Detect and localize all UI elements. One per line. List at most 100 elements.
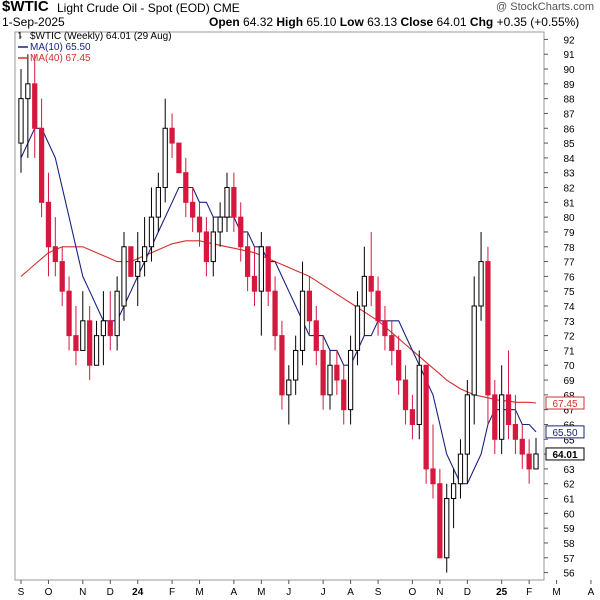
candle-body bbox=[368, 275, 374, 292]
y-tick-label: 61 bbox=[563, 495, 575, 506]
low-value: 63.13 bbox=[367, 15, 398, 29]
candle-body bbox=[59, 261, 65, 292]
y-tick-label: 74 bbox=[563, 302, 575, 313]
candle-body bbox=[423, 364, 429, 470]
y-tick-label: 72 bbox=[563, 332, 575, 343]
candle-body bbox=[402, 379, 409, 411]
ma10-line bbox=[20, 127, 537, 485]
candle-body bbox=[450, 483, 457, 500]
close-value: 64.01 bbox=[436, 15, 467, 29]
watermark: @ StockCharts.com bbox=[496, 1, 594, 13]
y-tick-label: 60 bbox=[563, 509, 575, 520]
candle-body bbox=[52, 246, 58, 263]
ohlc-readout: Open 64.32 High 65.10 Low 63.13 Close 64… bbox=[209, 15, 579, 29]
price-tag-box bbox=[545, 425, 585, 439]
x-tick-label: A bbox=[231, 587, 238, 598]
plot-frame bbox=[14, 31, 545, 581]
candle-body bbox=[272, 290, 278, 337]
candle-body bbox=[375, 290, 381, 322]
y-tick-label: 69 bbox=[563, 376, 575, 387]
x-tick-label: 25 bbox=[496, 587, 508, 598]
chg-value: +0.35 (+0.55%) bbox=[496, 15, 580, 29]
candle-body bbox=[38, 127, 45, 203]
y-tick-label: 85 bbox=[563, 139, 575, 150]
candle-body bbox=[457, 453, 464, 485]
price-tag-label: 65.50 bbox=[552, 428, 577, 439]
y-tick-label: 77 bbox=[563, 258, 575, 269]
x-tick-label: D bbox=[464, 587, 471, 598]
candle-body bbox=[293, 349, 299, 381]
y-tick-label: 79 bbox=[563, 228, 575, 239]
candle-body bbox=[121, 246, 127, 307]
candle-body bbox=[203, 231, 210, 263]
x-tick-label: J bbox=[286, 587, 291, 598]
high-label: High bbox=[276, 15, 304, 29]
y-tick-label: 84 bbox=[563, 154, 575, 165]
legend-label: MA(40) 67.45 bbox=[30, 53, 91, 64]
x-tick-label: N bbox=[79, 587, 86, 598]
low-label: Low bbox=[339, 15, 364, 29]
candle-body bbox=[471, 305, 477, 396]
open-value: 64.32 bbox=[243, 15, 274, 29]
candle-body bbox=[279, 335, 285, 396]
x-tick-label: F bbox=[526, 587, 532, 598]
y-tick-label: 57 bbox=[563, 554, 575, 565]
x-tick-label: O bbox=[45, 587, 53, 598]
x-tick-label: M bbox=[552, 587, 560, 598]
candle-body bbox=[210, 231, 216, 263]
y-tick-label: 82 bbox=[563, 184, 575, 195]
y-tick-label: 89 bbox=[563, 80, 575, 91]
x-tick-label: A bbox=[588, 587, 595, 598]
x-tick-label: M bbox=[257, 587, 265, 598]
candle-body bbox=[32, 83, 38, 129]
price-tag-box bbox=[545, 396, 585, 410]
candle-body bbox=[409, 409, 416, 425]
candle-body bbox=[217, 216, 223, 233]
candle-body bbox=[341, 379, 347, 411]
y-tick-label: 76 bbox=[563, 272, 575, 283]
candle-body bbox=[430, 468, 436, 485]
candle-body bbox=[141, 246, 148, 263]
x-tick-label: N bbox=[436, 587, 443, 598]
x-tick-label: O bbox=[409, 587, 417, 598]
candle-body bbox=[526, 453, 532, 470]
candle-body bbox=[162, 127, 168, 189]
y-tick-label: 62 bbox=[563, 480, 575, 491]
high-value: 65.10 bbox=[306, 15, 337, 29]
y-tick-label: 58 bbox=[563, 539, 575, 550]
x-tick-label: M bbox=[195, 587, 203, 598]
candle-body bbox=[107, 320, 113, 337]
x-tick-label: D bbox=[107, 587, 114, 598]
open-label: Open bbox=[209, 15, 240, 29]
candle-body bbox=[114, 290, 120, 337]
candle-body bbox=[251, 275, 258, 292]
price-tag-label: 67.45 bbox=[552, 399, 577, 410]
x-tick-label: 24 bbox=[132, 587, 144, 598]
y-tick-label: 71 bbox=[563, 346, 575, 357]
candle-body bbox=[444, 498, 450, 559]
x-tick-label: A bbox=[347, 587, 354, 598]
candle-body bbox=[66, 290, 72, 337]
candle-body bbox=[327, 364, 333, 396]
y-tick-label: 91 bbox=[563, 50, 575, 61]
close-label: Close bbox=[400, 15, 434, 29]
candle-body bbox=[80, 320, 86, 351]
candle-body bbox=[73, 335, 79, 351]
candle-body bbox=[396, 349, 402, 381]
x-tick-label: S bbox=[18, 587, 25, 598]
y-tick-label: 78 bbox=[563, 243, 575, 254]
candle-body bbox=[128, 246, 134, 277]
candle-body bbox=[231, 187, 237, 218]
chg-label: Chg bbox=[469, 15, 494, 29]
candle-body bbox=[100, 320, 107, 337]
candle-body bbox=[306, 290, 313, 322]
candle-body bbox=[464, 394, 470, 455]
candle-body bbox=[244, 246, 251, 277]
price-tag-box bbox=[545, 447, 585, 461]
candle-body bbox=[382, 320, 388, 337]
candle-body bbox=[190, 201, 196, 218]
candle-body bbox=[265, 246, 271, 292]
y-tick-label: 88 bbox=[563, 95, 575, 106]
candle-body bbox=[505, 394, 512, 425]
